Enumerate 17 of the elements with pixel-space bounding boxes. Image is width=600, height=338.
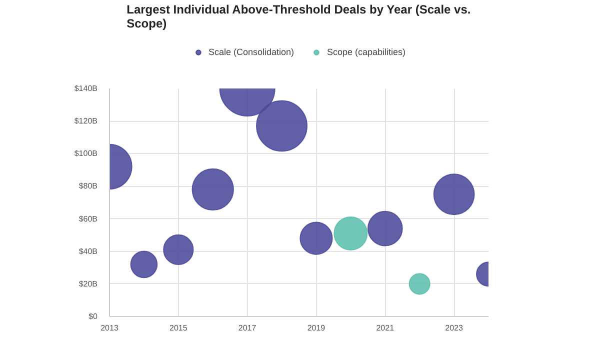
x-tick-label: 2019 <box>307 324 326 332</box>
chart-title: Largest Individual Above-Threshold Deals by Year (Scale vs. Scope) <box>126 2 471 30</box>
y-tick-label: $20B <box>78 279 98 288</box>
x-tick-label: 2023 <box>445 324 464 332</box>
y-tick-label: $0 <box>88 312 98 321</box>
legend-label: Scope (capabilities) <box>327 47 406 57</box>
y-tick-label: $80B <box>78 182 98 191</box>
y-tick-label: $40B <box>78 246 98 256</box>
x-tick-label: 2017 <box>238 324 257 332</box>
x-tick-label: 2021 <box>376 324 395 332</box>
legend-label: Scale (Consolidation) <box>208 47 294 57</box>
x-tick-label: 2015 <box>170 324 188 332</box>
y-tick-label: $60B <box>78 214 98 224</box>
y-tick-label: $120B <box>74 116 98 126</box>
y-tick-label: $140B <box>74 84 98 93</box>
y-tick-label: $100B <box>74 149 98 158</box>
x-tick-label: 2013 <box>100 324 119 332</box>
